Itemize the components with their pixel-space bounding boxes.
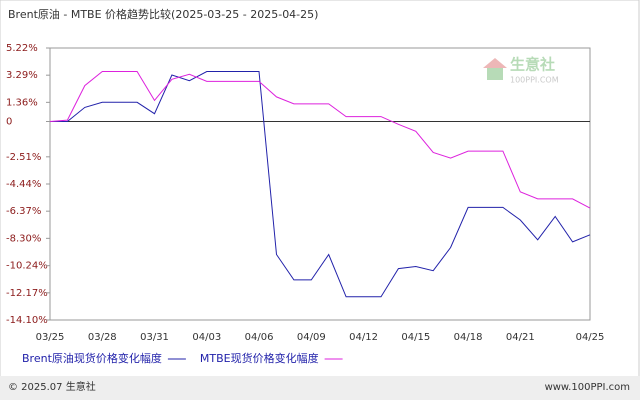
- y-tick-label: -8.30%: [6, 233, 41, 244]
- line-series: [50, 71, 591, 298]
- chart-title: Brent原油 - MTBE 价格趋势比较(2025-03-25 - 2025-…: [8, 7, 318, 21]
- x-tick-label: 03/31: [140, 332, 169, 343]
- y-tick-label: 1.36%: [6, 97, 38, 108]
- x-tick-label: 04/18: [454, 332, 483, 343]
- x-tick-label: 04/21: [506, 332, 535, 343]
- watermark-site: 100PPI.COM: [510, 76, 559, 85]
- x-tick-label: 03/28: [88, 332, 117, 343]
- y-tick-label: -10.24%: [6, 261, 48, 272]
- y-tick-label: -6.37%: [6, 206, 41, 217]
- x-tick-label: 04/09: [297, 332, 326, 343]
- y-tick-label: 3.29%: [6, 70, 38, 81]
- y-tick-label: 5.22%: [6, 43, 38, 54]
- footer-bar: [0, 376, 640, 400]
- watermark-name: 生意社: [510, 56, 555, 74]
- footer-copyright: © 2025.07 生意社: [8, 380, 96, 393]
- legend-label: MTBE现货价格变化幅度: [200, 351, 319, 365]
- line-series: [49, 71, 591, 209]
- plot-area: [49, 47, 591, 321]
- y-tick-label: -12.17%: [6, 288, 48, 299]
- legend-label: Brent原油现货价格变化幅度: [22, 351, 162, 365]
- watermark-icon: [483, 58, 507, 68]
- y-tick-label: -14.10%: [6, 315, 48, 326]
- x-tick-label: 04/12: [349, 332, 378, 343]
- x-tick-label: 04/06: [245, 332, 274, 343]
- y-tick-label: -4.44%: [6, 179, 41, 190]
- footer-site: www.100PPI.com: [545, 382, 630, 393]
- y-tick-label: -2.51%: [6, 152, 41, 163]
- x-tick-label: 04/25: [576, 332, 605, 343]
- watermark-icon: [487, 68, 503, 80]
- x-tick-label: 04/15: [401, 332, 430, 343]
- watermark: 生意社 100PPI.COM: [483, 56, 559, 85]
- x-tick-label: 03/25: [36, 332, 65, 343]
- y-tick-label: 0: [6, 116, 12, 127]
- x-tick-label: 04/03: [192, 332, 221, 343]
